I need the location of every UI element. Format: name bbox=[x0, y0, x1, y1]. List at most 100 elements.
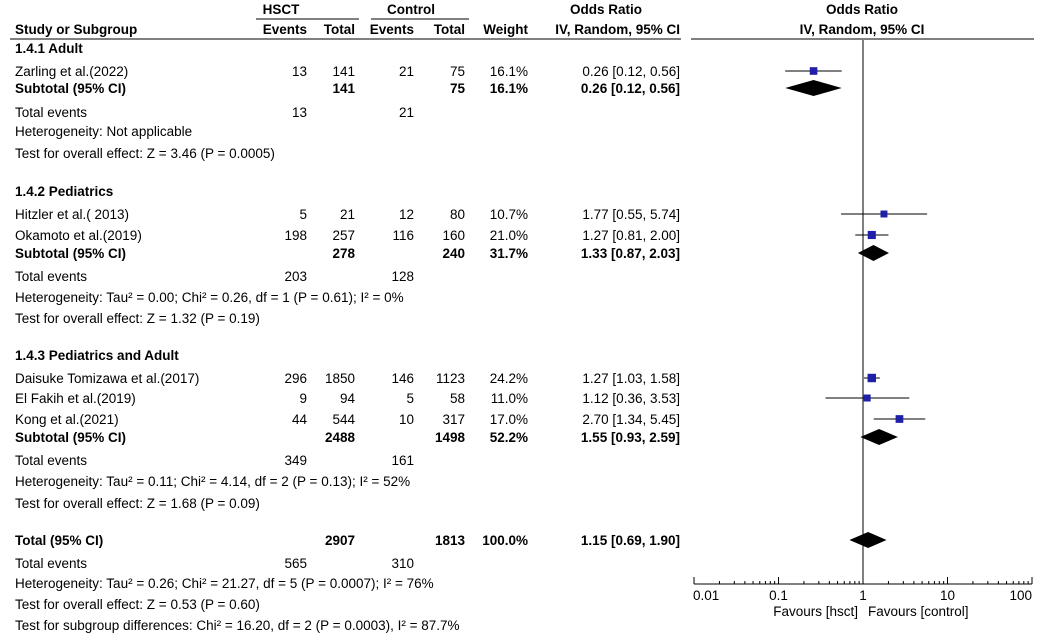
overall-total-events-hsct: 565 bbox=[284, 556, 307, 571]
header-total-hsct: Total bbox=[324, 22, 355, 37]
total-label: Total (95% CI) bbox=[15, 533, 103, 548]
study-events-hsct: 9 bbox=[299, 391, 307, 406]
header-method-table: IV, Random, 95% CI bbox=[555, 22, 680, 37]
study-events-control: 5 bbox=[406, 391, 414, 406]
subtotal-label: Subtotal (95% CI) bbox=[15, 246, 126, 261]
total-events-label: Total events bbox=[15, 453, 87, 468]
study-total-control: 317 bbox=[442, 412, 465, 427]
study-events-hsct: 44 bbox=[292, 412, 308, 427]
study-events-hsct: 5 bbox=[299, 207, 307, 222]
total-events-control: 128 bbox=[391, 269, 414, 284]
subtotal-label: Subtotal (95% CI) bbox=[15, 81, 126, 96]
study-weight: 24.2% bbox=[490, 371, 528, 386]
study-weight: 11.0% bbox=[491, 391, 528, 406]
total-events-label: Total events bbox=[15, 105, 87, 120]
total-events-hsct: 203 bbox=[284, 269, 307, 284]
study-weight: 16.1% bbox=[490, 64, 528, 79]
x-axis-tick-label: 1 bbox=[859, 588, 867, 603]
overall-heterogeneity-text: Heterogeneity: Tau² = 0.26; Chi² = 21.27… bbox=[15, 576, 434, 591]
study-ci: 1.77 [0.55, 5.74] bbox=[582, 207, 680, 222]
study-total-control: 1123 bbox=[436, 371, 465, 386]
study-ci: 0.26 [0.12, 0.56] bbox=[582, 64, 680, 79]
overall-effect-text: Test for overall effect: Z = 1.68 (P = 0… bbox=[15, 496, 260, 511]
subtotal-diamond bbox=[857, 245, 889, 261]
total-events-control: 21 bbox=[399, 105, 414, 120]
subtotal-ci: 1.33 [0.87, 2.03] bbox=[581, 246, 680, 261]
header-events-control: Events bbox=[370, 22, 414, 37]
subtotal-total-hsct: 141 bbox=[332, 81, 355, 96]
overall-effect-text: Test for overall effect: Z = 1.32 (P = 0… bbox=[15, 311, 260, 326]
subtotal-diamond bbox=[785, 80, 842, 96]
study-ci: 2.70 [1.34, 5.45] bbox=[582, 412, 680, 427]
subgroup-title: 1.4.1 Adult bbox=[15, 41, 83, 56]
study-point-marker bbox=[863, 394, 871, 402]
study-total-hsct: 21 bbox=[340, 207, 355, 222]
x-axis-tick-label: 10 bbox=[940, 588, 955, 603]
total-diamond bbox=[849, 532, 887, 548]
study-events-control: 146 bbox=[391, 371, 414, 386]
subgroup-title: 1.4.3 Pediatrics and Adult bbox=[15, 348, 179, 363]
study-total-control: 75 bbox=[450, 64, 465, 79]
total-ci: 1.15 [0.69, 1.90] bbox=[581, 533, 680, 548]
study-total-hsct: 257 bbox=[332, 228, 355, 243]
header-study: Study or Subgroup bbox=[15, 22, 137, 37]
x-axis-tick-label: 0.1 bbox=[769, 588, 788, 603]
study-ci: 1.27 [0.81, 2.00] bbox=[582, 228, 680, 243]
study-events-control: 12 bbox=[399, 207, 414, 222]
heterogeneity-text: Heterogeneity: Tau² = 0.00; Chi² = 0.26,… bbox=[15, 290, 404, 305]
heterogeneity-text: Heterogeneity: Tau² = 0.11; Chi² = 4.14,… bbox=[15, 474, 410, 489]
study-weight: 21.0% bbox=[490, 228, 528, 243]
overall-effect-text: Test for overall effect: Z = 3.46 (P = 0… bbox=[15, 146, 275, 161]
subtotal-weight: 52.2% bbox=[490, 430, 528, 445]
total-n-hsct: 2907 bbox=[325, 533, 355, 548]
study-total-hsct: 141 bbox=[332, 64, 355, 79]
total-events-label: Total events bbox=[15, 269, 87, 284]
header-hsct: HSCT bbox=[263, 2, 301, 17]
subgroup-differences-text: Test for subgroup differences: Chi² = 16… bbox=[15, 618, 460, 633]
total-n-control: 1813 bbox=[435, 533, 466, 548]
study-name: Daisuke Tomizawa et al.(2017) bbox=[15, 371, 199, 386]
study-total-control: 160 bbox=[442, 228, 465, 243]
header-odds-ratio-plot: Odds Ratio bbox=[826, 2, 898, 17]
subtotal-ci: 1.55 [0.93, 2.59] bbox=[581, 430, 680, 445]
total-events-hsct: 349 bbox=[284, 453, 307, 468]
subgroup-title: 1.4.2 Pediatrics bbox=[15, 184, 113, 199]
study-point-marker bbox=[809, 67, 818, 75]
header-total-control: Total bbox=[434, 22, 465, 37]
study-name: El Fakih et al.(2019) bbox=[15, 391, 136, 406]
subtotal-diamond bbox=[860, 429, 898, 445]
study-total-hsct: 544 bbox=[332, 412, 355, 427]
study-weight: 17.0% bbox=[490, 412, 528, 427]
subtotal-weight: 16.1% bbox=[490, 81, 528, 96]
total-weight: 100.0% bbox=[482, 533, 528, 548]
study-name: Zarling et al.(2022) bbox=[15, 64, 128, 79]
study-point-marker bbox=[867, 373, 876, 383]
study-total-control: 80 bbox=[450, 207, 465, 222]
subtotal-ci: 0.26 [0.12, 0.56] bbox=[581, 81, 680, 96]
header-control: Control bbox=[387, 2, 435, 17]
total-events-hsct: 13 bbox=[292, 105, 307, 120]
total-events-control: 161 bbox=[391, 453, 414, 468]
study-events-control: 116 bbox=[392, 228, 414, 243]
header-events-hsct: Events bbox=[263, 22, 307, 37]
favours-hsct-label: Favours [hsct] bbox=[773, 604, 858, 619]
study-events-control: 21 bbox=[399, 64, 414, 79]
study-name: Kong et al.(2021) bbox=[15, 412, 119, 427]
study-name: Okamoto et al.(2019) bbox=[15, 228, 142, 243]
study-events-hsct: 296 bbox=[284, 371, 307, 386]
overall-total-events-control: 310 bbox=[391, 556, 414, 571]
study-events-hsct: 13 bbox=[292, 64, 307, 79]
subtotal-total-control: 75 bbox=[450, 81, 466, 96]
study-name: Hitzler et al.( 2013) bbox=[15, 207, 129, 222]
header-weight: Weight bbox=[483, 22, 528, 37]
header-odds-ratio-table: Odds Ratio bbox=[570, 2, 642, 17]
study-ci: 1.12 [0.36, 3.53] bbox=[582, 391, 680, 406]
x-axis-tick-label: 0.01 bbox=[693, 588, 719, 603]
favours-control-label: Favours [control] bbox=[868, 604, 969, 619]
subtotal-label: Subtotal (95% CI) bbox=[15, 430, 126, 445]
overall-total-events-label: Total events bbox=[15, 556, 87, 571]
study-events-control: 10 bbox=[399, 412, 414, 427]
x-axis-tick-label: 100 bbox=[1009, 588, 1032, 603]
